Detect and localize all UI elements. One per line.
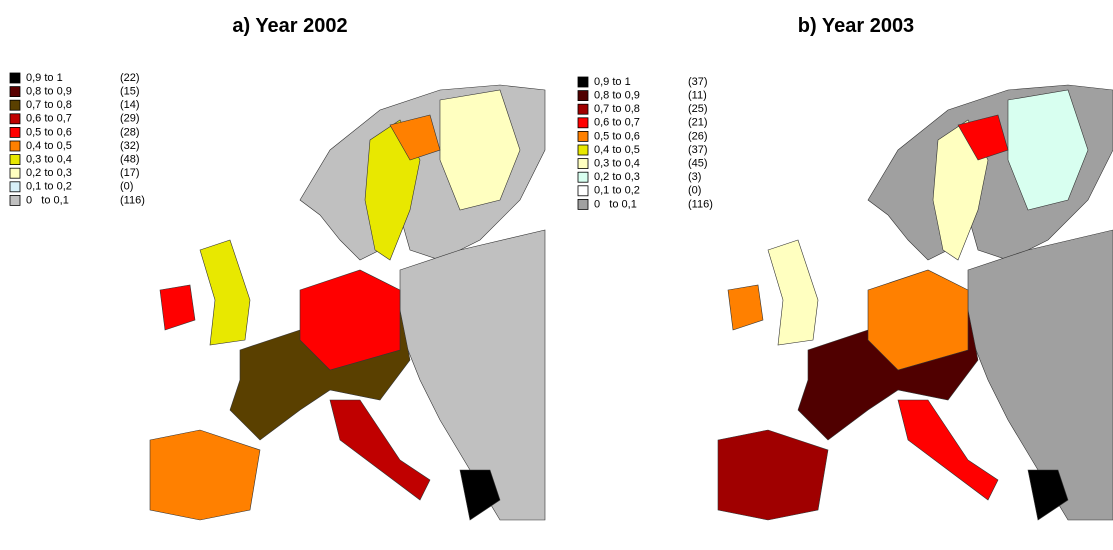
legend-label: 0,6 to 0,7 [594, 117, 640, 129]
finland [1007, 89, 1089, 211]
legend-label: 0,2 to 0,3 [594, 171, 640, 183]
legend-label: 0,7 to 0,8 [594, 103, 640, 115]
legend-label: 0,5 to 0,6 [26, 126, 72, 138]
legend-count: (116) [688, 198, 713, 210]
legend-swatch [9, 181, 21, 193]
greece [1027, 469, 1069, 521]
legend-swatch [9, 167, 21, 179]
legend-count: (45) [688, 158, 708, 170]
legend-count: (37) [688, 144, 708, 156]
legend-count: (15) [120, 86, 140, 98]
legend-count: (37) [688, 76, 708, 88]
legend-count: (48) [120, 154, 140, 166]
legend-swatch [577, 158, 589, 170]
legend-label: 0,4 to 0,5 [594, 144, 640, 156]
legend-label: 0,9 to 1 [26, 72, 63, 84]
italy [897, 399, 999, 501]
legend-count: (28) [120, 126, 140, 138]
legend-swatch [577, 171, 589, 183]
legend-label: 0,1 to 0,2 [594, 185, 640, 197]
legend-label: 0,4 to 0,5 [26, 140, 72, 152]
legend-label: 0,5 to 0,6 [594, 130, 640, 142]
legend-swatch [577, 117, 589, 129]
ireland [727, 284, 764, 331]
uk [767, 239, 819, 346]
map-b [717, 84, 1113, 521]
legend-label: 0 to 0,1 [26, 194, 69, 206]
legend-label: 0,3 to 0,4 [594, 158, 640, 170]
legend-label: 0,8 to 0,9 [594, 90, 640, 102]
legend-label: 0,8 to 0,9 [26, 86, 72, 98]
legend-box [574, 74, 724, 218]
finland [439, 89, 521, 211]
legend-swatch [9, 140, 21, 152]
legend-swatch [577, 144, 589, 156]
germany [867, 269, 969, 371]
germany [299, 269, 401, 371]
legend-swatch [9, 72, 21, 84]
legend-label: 0,1 to 0,2 [26, 181, 72, 193]
legend-label: 0,3 to 0,4 [26, 154, 72, 166]
legend-count: (11) [688, 90, 707, 102]
legend-swatch [577, 76, 589, 88]
legend-swatch [9, 113, 21, 125]
legend-count: (21) [688, 117, 708, 129]
legend-swatch [577, 103, 589, 115]
legend-swatch [9, 154, 21, 166]
legend-count: (3) [688, 171, 701, 183]
legend-swatch [577, 130, 589, 142]
legend-label: 0,6 to 0,7 [26, 113, 72, 125]
panel-title: a) Year 2002 [232, 15, 347, 37]
legend-swatch [9, 86, 21, 97]
legend-swatch [577, 185, 589, 197]
legend-swatch [9, 99, 21, 111]
legend-count: (29) [120, 113, 140, 125]
legend-box [6, 70, 156, 214]
legend-label: 0,7 to 0,8 [26, 99, 72, 111]
legend-count: (25) [688, 103, 708, 115]
legend-count: (14) [120, 99, 140, 111]
legend-count: (22) [120, 72, 140, 84]
uk [199, 239, 251, 346]
italy [329, 399, 431, 501]
legend-swatch [577, 90, 589, 101]
iberia [717, 429, 829, 521]
legend-count: (116) [120, 194, 145, 206]
legend-count: (0) [120, 181, 133, 193]
greece [459, 469, 501, 521]
iberia [149, 429, 261, 521]
legend-count: (0) [688, 185, 701, 197]
legend-count: (26) [688, 130, 708, 142]
norway [957, 114, 1009, 161]
map-a [149, 84, 546, 521]
legend-count: (17) [120, 167, 140, 179]
legend-swatch [9, 194, 21, 206]
legend-swatch [9, 127, 21, 138]
legend-label: 0,2 to 0,3 [26, 167, 72, 179]
legend-label: 0,9 to 1 [594, 76, 631, 88]
ireland [159, 284, 196, 331]
legend-count: (32) [120, 140, 140, 152]
norway [389, 114, 441, 161]
legend-label: 0 to 0,1 [594, 198, 637, 210]
panel-title: b) Year 2003 [798, 15, 914, 37]
legend-swatch [577, 198, 589, 210]
